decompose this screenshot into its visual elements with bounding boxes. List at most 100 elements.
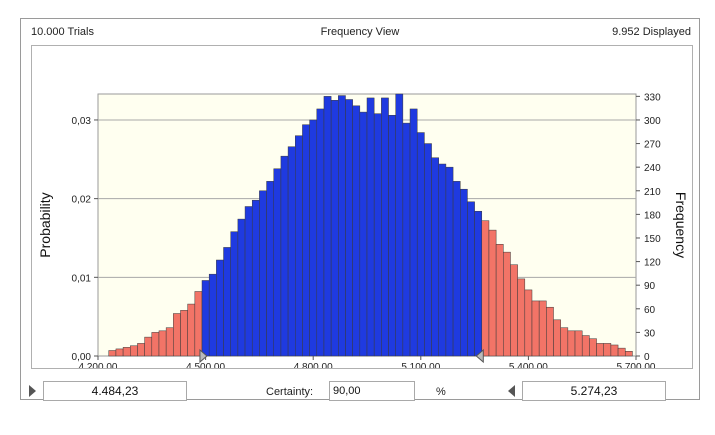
histogram-bar xyxy=(567,330,576,357)
x-tick-label: 5.400,00 xyxy=(509,362,548,368)
histogram-bar xyxy=(460,188,468,357)
histogram-bar xyxy=(531,300,540,357)
y-right-tick-label: 60 xyxy=(644,305,656,316)
histogram-bar xyxy=(553,319,561,357)
x-tick-label: 5.700,00 xyxy=(617,362,656,368)
histogram-bar xyxy=(517,278,526,357)
histogram-bar xyxy=(617,347,626,357)
histogram-bar xyxy=(187,303,196,357)
histogram-bar xyxy=(223,247,231,357)
y-left-tick-label: 0,00 xyxy=(72,352,92,363)
trials-count: 10.000 Trials xyxy=(31,26,94,38)
histogram-bar xyxy=(316,108,325,357)
histogram-bar xyxy=(330,100,339,357)
y-right-tick-label: 270 xyxy=(644,140,661,151)
histogram-bar xyxy=(287,146,296,357)
histogram-bar xyxy=(452,181,461,357)
histogram-bar xyxy=(589,338,597,357)
histogram-chart: 0,00 0,01 0,02 0,03 0 30 60 90 120 150 180 210 240 27… xyxy=(37,92,689,368)
y-right-tick-label: 330 xyxy=(644,92,661,103)
histogram-bar xyxy=(416,132,425,357)
histogram-bar xyxy=(309,119,318,357)
histogram-bar xyxy=(216,259,224,357)
histogram-bar xyxy=(488,229,497,357)
histogram-bar xyxy=(438,163,447,357)
histogram-bar xyxy=(352,105,361,357)
histogram-bar xyxy=(395,93,404,357)
histogram-bar xyxy=(431,157,439,357)
y-right-tick-label: 30 xyxy=(644,328,656,339)
x-tick-label: 5.100,00 xyxy=(401,362,440,368)
histogram-bar xyxy=(338,95,346,357)
histogram-bar xyxy=(302,124,310,357)
histogram-bar xyxy=(165,327,174,357)
histogram-bar xyxy=(194,291,203,357)
right-range-marker-icon[interactable] xyxy=(475,348,484,364)
histogram-bar xyxy=(137,343,145,357)
histogram-bar xyxy=(244,206,253,357)
histogram-bar xyxy=(295,135,303,357)
histogram-bar xyxy=(144,336,153,357)
histogram-bar xyxy=(151,332,160,357)
histogram-bar xyxy=(495,244,504,357)
histogram-bar xyxy=(596,343,604,357)
histogram-bar xyxy=(546,306,554,357)
left-range-marker-icon[interactable] xyxy=(199,348,208,364)
histogram-bar xyxy=(388,114,396,357)
histogram-bar xyxy=(366,97,375,357)
histogram-bar xyxy=(560,327,569,357)
y-right-tick-label: 120 xyxy=(644,258,661,269)
histogram-bar xyxy=(201,280,210,357)
histogram-bar xyxy=(115,348,124,357)
histogram-panel: 0,00 0,01 0,02 0,03 0 30 60 90 120 150 180 210 240 27… xyxy=(31,45,693,369)
left-value-field[interactable]: 4.484,23 xyxy=(43,381,187,401)
histogram-bar xyxy=(359,111,368,357)
histogram-bar xyxy=(273,168,282,357)
certainty-label: Certainty: xyxy=(266,386,314,398)
certainty-controls: 4.484,23 Certainty: 90,00 % 5.274,23 xyxy=(0,376,715,406)
histogram-bar xyxy=(180,310,188,357)
y-right-tick-label: 210 xyxy=(644,187,661,198)
y-right-tick-label: 90 xyxy=(644,281,656,292)
y-right-tick-label: 240 xyxy=(644,163,661,174)
histogram-bar xyxy=(467,201,475,357)
histogram-bar xyxy=(474,210,483,357)
histogram-bar xyxy=(524,289,533,357)
histogram-bar xyxy=(259,190,267,357)
histogram-bar xyxy=(574,330,583,357)
histogram-bar xyxy=(251,199,260,357)
left-certainty-marker-icon[interactable] xyxy=(29,385,36,397)
histogram-bar xyxy=(323,96,332,357)
histogram-bar xyxy=(581,335,590,357)
y-right-axis-label: Frequency xyxy=(673,192,689,258)
histogram-bar xyxy=(122,347,131,357)
displayed-count: 9.952 Displayed xyxy=(612,26,691,38)
histogram-bar xyxy=(266,181,274,357)
histogram-bar xyxy=(603,343,612,357)
histogram-bar xyxy=(158,330,167,357)
histogram-bar xyxy=(237,218,246,357)
histogram-bar xyxy=(130,345,138,357)
histogram-bar xyxy=(345,99,353,357)
histogram-bar xyxy=(510,264,518,357)
right-certainty-marker-icon[interactable] xyxy=(508,385,515,397)
right-value-field[interactable]: 5.274,23 xyxy=(522,381,666,401)
certainty-field[interactable]: 90,00 xyxy=(329,381,415,401)
histogram-bar xyxy=(108,350,117,357)
histogram-bar xyxy=(402,122,411,357)
view-title: Frequency View xyxy=(320,26,400,38)
histogram-bar xyxy=(503,251,511,357)
y-left-tick-label: 0,01 xyxy=(72,273,92,284)
y-right-tick-label: 150 xyxy=(644,234,661,245)
histogram-bar xyxy=(424,143,432,357)
y-left-tick-label: 0,03 xyxy=(72,116,92,127)
y-right-tick-label: 300 xyxy=(644,116,661,127)
histogram-bar xyxy=(445,166,454,357)
x-tick-label: 4.200,00 xyxy=(79,362,118,368)
histogram-bar xyxy=(409,108,418,357)
y-left-axis-label: Probability xyxy=(37,192,53,257)
x-tick-label: 4.800,00 xyxy=(294,362,333,368)
histogram-bar xyxy=(173,313,181,357)
histogram-bar xyxy=(373,113,382,357)
y-right-tick-label: 0 xyxy=(644,352,650,363)
